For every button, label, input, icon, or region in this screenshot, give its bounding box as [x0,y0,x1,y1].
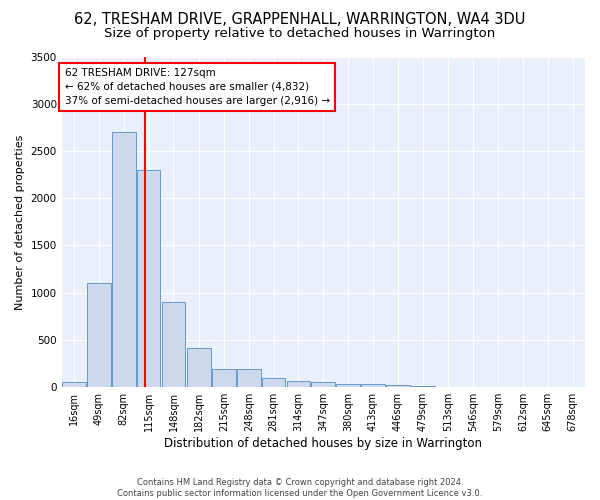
Bar [411,386,434,387]
Bar [361,384,385,387]
Bar [112,132,136,387]
Text: 62 TRESHAM DRIVE: 127sqm
← 62% of detached houses are smaller (4,832)
37% of sem: 62 TRESHAM DRIVE: 127sqm ← 62% of detach… [65,68,330,106]
Bar [212,370,236,387]
Bar [62,382,86,387]
Bar [287,380,310,387]
X-axis label: Distribution of detached houses by size in Warrington: Distribution of detached houses by size … [164,437,482,450]
Bar [337,384,360,387]
Text: 62, TRESHAM DRIVE, GRAPPENHALL, WARRINGTON, WA4 3DU: 62, TRESHAM DRIVE, GRAPPENHALL, WARRINGT… [74,12,526,28]
Bar [237,370,260,387]
Text: Size of property relative to detached houses in Warrington: Size of property relative to detached ho… [104,28,496,40]
Bar [161,302,185,387]
Text: Contains HM Land Registry data © Crown copyright and database right 2024.
Contai: Contains HM Land Registry data © Crown c… [118,478,482,498]
Bar [262,378,286,387]
Bar [87,284,111,387]
Bar [311,382,335,387]
Bar [187,348,211,387]
Y-axis label: Number of detached properties: Number of detached properties [15,134,25,310]
Bar [386,386,410,387]
Bar [137,170,160,387]
